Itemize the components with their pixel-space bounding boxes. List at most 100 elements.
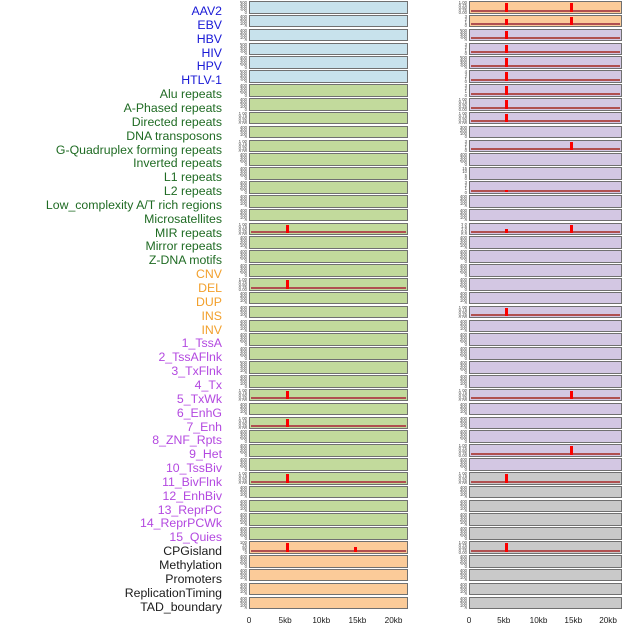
- panel-left-13-reprpc: [249, 499, 408, 513]
- panel-right-methylation: [469, 555, 622, 568]
- track-label-del: DEL: [198, 281, 222, 295]
- track-label-11-bivflnk: 11_BivFlnk: [162, 474, 222, 489]
- track-label-6-enhg: 6_EnhG: [176, 405, 222, 420]
- y-tick-labels: 400 300 200 100 0: [239, 97, 247, 111]
- data-bar: [505, 19, 508, 26]
- panel-right-14-reprpcwk: [469, 513, 622, 527]
- data-bar: [286, 543, 289, 552]
- panel-right-7-enh: [469, 416, 622, 430]
- panel-right-2-tssaflnk: [469, 347, 622, 360]
- panel-right-12-enhbiv: [469, 485, 622, 499]
- panel-right-microsatellites: [469, 208, 622, 222]
- track-label-z-dna-motifs: Z-DNA motifs: [148, 253, 222, 268]
- track-label-1-tssa: 1_TssA: [181, 336, 222, 351]
- track-label-mir-repeats: MIR repeats: [155, 225, 222, 240]
- y-tick-labels: 100 75 50 25 0: [239, 541, 247, 554]
- baseline: [471, 9, 620, 12]
- data-bar: [570, 16, 573, 26]
- left-y-axis-column: 5004003002001000400300200100040030020010…: [226, 0, 248, 620]
- track-label-column: AAV2 EBV HBV HIV HPV HTLV-1 Alu repeats A-Phase…: [0, 0, 222, 620]
- track-label-alu-repeats: Alu repeats: [159, 87, 222, 102]
- y-tick-labels: 15 10 5 0: [462, 167, 467, 180]
- y-tick-labels: 400 300 200 100 0: [459, 374, 467, 388]
- data-bar: [286, 224, 289, 234]
- track-label-g-quadruplex-forming-repeats: G-Quadruplex forming repeats: [55, 142, 222, 157]
- panel-right-10-tssbiv: [469, 458, 622, 471]
- baseline: [471, 37, 620, 40]
- data-bar: [505, 189, 508, 192]
- y-tick-labels: 1.00 0.75 0.50 0.25 0.00: [458, 111, 467, 125]
- panel-left-11-bivflnk: [249, 471, 408, 485]
- y-tick-labels: 5004003002001000: [226, 43, 247, 56]
- track-label-hiv: HIV: [201, 45, 223, 60]
- y-tick-labels: 5004003002001000: [446, 29, 467, 42]
- panel-right-promoters: [469, 568, 622, 582]
- y-tick-labels: 400 300 200 100 0: [239, 402, 247, 416]
- baseline: [471, 78, 620, 81]
- panel-left-inverted-repeats: [249, 153, 408, 166]
- y-tick-labels: 400 300 200 100 0: [239, 250, 247, 263]
- panel-right-tad-boundary: [469, 596, 622, 610]
- track-label-htlv-1: HTLV-1: [181, 73, 222, 88]
- baseline: [471, 106, 620, 109]
- panel-left-4-tx: [249, 374, 408, 388]
- panel-right-ins: [469, 305, 622, 319]
- panel-right-aav2: [469, 1, 622, 14]
- y-tick-labels: 400 300 200 100 0: [459, 264, 467, 277]
- track-label-inv: INV: [201, 322, 223, 337]
- y-tick-labels: 400 300 200 100 0: [239, 264, 247, 277]
- track-label-7-enh: 7_Enh: [186, 419, 222, 434]
- baseline: [471, 549, 620, 552]
- x-tick-0: 0: [466, 616, 472, 625]
- panel-right-5-txwk: [469, 388, 622, 402]
- panel-right-dna-transposons: [469, 125, 622, 139]
- panel-right-replicationtiming: [469, 582, 622, 596]
- track-label-methylation: Methylation: [159, 558, 222, 572]
- panel-right-hbv: [469, 28, 622, 42]
- y-tick-labels: 400 300 200 100 0: [239, 319, 247, 333]
- x-tick-15kb: 15kb: [348, 616, 367, 625]
- y-tick-labels: 400 300 200 100 0: [459, 527, 467, 540]
- track-label-mirror-repeats: Mirror repeats: [145, 239, 222, 254]
- y-tick-labels: 400 300 200 100 0: [459, 236, 467, 250]
- track-label-l1-repeats: L1 repeats: [163, 170, 222, 185]
- left-panel-stack: [249, 0, 408, 620]
- y-tick-labels: 400 300 200 100 0: [459, 458, 467, 471]
- track-label-tad-boundary: TAD_boundary: [140, 599, 222, 614]
- panel-left-l2-repeats: [249, 181, 408, 194]
- track-label-cpgisland: CPGisland: [163, 544, 222, 559]
- baseline: [251, 286, 406, 289]
- track-label-microsatellites: Microsatellites: [144, 211, 222, 226]
- panel-right-hpv: [469, 56, 622, 70]
- data-bar: [570, 224, 573, 234]
- track-label-3-txflnk: 3_TxFlnk: [171, 364, 222, 379]
- y-tick-labels: 1.00 0.75 0.50 0.25 0.00: [458, 471, 467, 485]
- data-bar: [570, 446, 573, 455]
- panel-left-l1-repeats: [249, 167, 408, 180]
- track-label-4-tx: 4_Tx: [194, 377, 222, 392]
- y-tick-labels: 5004003002001000: [226, 1, 247, 14]
- y-tick-labels: 400 300 200 100 0: [459, 485, 467, 499]
- data-bar: [505, 86, 508, 95]
- panel-left-3-txflnk: [249, 361, 408, 374]
- track-label-ins: INS: [201, 308, 223, 323]
- data-bar: [505, 3, 508, 12]
- panel-left-methylation: [249, 555, 408, 568]
- track-label-2-tssaflnk: 2_TssAFlnk: [158, 350, 222, 365]
- panel-left-z-dna-motifs: [249, 250, 408, 263]
- baseline: [471, 51, 620, 54]
- y-tick-labels: 400 300 200 100 0: [239, 582, 247, 596]
- panel-left-15-quies: [249, 527, 408, 540]
- panel-left-7-enh: [249, 416, 408, 430]
- y-tick-labels: 400 300 200 100 0: [459, 555, 467, 568]
- panel-left-12-enhbiv: [249, 485, 408, 499]
- y-tick-labels: 400 300 200 100 0: [459, 250, 467, 263]
- panel-right-cpgisland: [469, 541, 622, 554]
- y-tick-labels: 400 300 200 100 0: [239, 84, 247, 97]
- y-tick-labels: 400 300 200 100 0: [239, 14, 247, 28]
- y-tick-labels: 5004003002001000: [226, 70, 247, 83]
- track-label-aav2: AAV2: [191, 4, 222, 18]
